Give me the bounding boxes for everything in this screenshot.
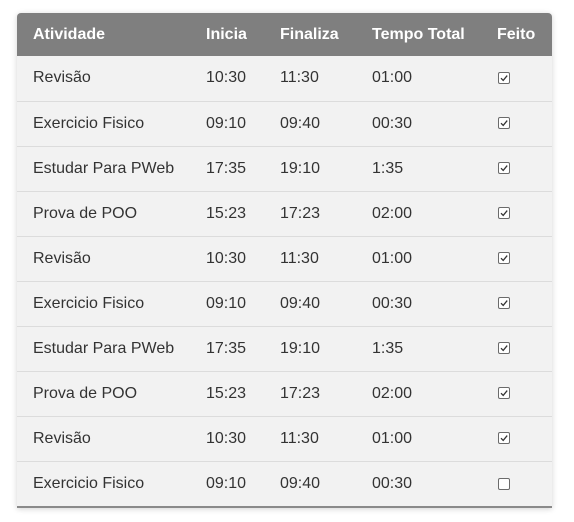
- cell-inicia: 17:35: [206, 159, 247, 177]
- feito-checkbox[interactable]: [498, 117, 510, 130]
- cell-atividade: Prova de POO: [33, 384, 138, 402]
- cell-finaliza: 11:30: [280, 69, 319, 87]
- cell-feito: [497, 416, 552, 461]
- cell-finaliza: 11:30: [280, 429, 319, 447]
- column-header-inicia: Inicia: [206, 25, 247, 43]
- activities-table-card: Atividade Inicia Finaliza Tempo Total Fe…: [17, 13, 552, 508]
- table-row: Revisão 10:30 11:30 01:00: [17, 416, 552, 461]
- cell-feito: [497, 56, 552, 101]
- cell-feito: [497, 461, 552, 506]
- feito-checkbox[interactable]: [498, 387, 510, 400]
- checkmark-icon: [500, 120, 508, 127]
- checkmark-icon: [500, 75, 508, 82]
- cell-inicia: 09:10: [206, 294, 247, 312]
- cell-tempo-total: 00:30: [372, 294, 413, 312]
- checkmark-icon: [500, 390, 508, 397]
- cell-feito: [497, 146, 552, 191]
- cell-atividade: Estudar Para PWeb: [33, 159, 175, 177]
- checkmark-icon: [500, 210, 508, 217]
- table-header: Atividade Inicia Finaliza Tempo Total Fe…: [17, 13, 552, 56]
- cell-finaliza: 11:30: [280, 249, 319, 267]
- cell-tempo-total: 1:35: [372, 159, 404, 177]
- table-row: Estudar Para PWeb 17:35 19:10 1:35: [17, 146, 552, 191]
- cell-inicia: 10:30: [206, 429, 247, 447]
- column-header-feito: Feito: [497, 25, 536, 43]
- activities-table: Atividade Inicia Finaliza Tempo Total Fe…: [17, 13, 552, 506]
- cell-inicia: 15:23: [206, 204, 247, 222]
- cell-feito: [497, 191, 552, 236]
- feito-checkbox[interactable]: [498, 162, 510, 175]
- cell-tempo-total: 02:00: [372, 204, 413, 222]
- cell-tempo-total: 01:00: [372, 249, 413, 267]
- cell-feito: [497, 281, 552, 326]
- cell-inicia: 17:35: [206, 339, 247, 357]
- cell-inicia: 15:23: [206, 384, 247, 402]
- table-row: Exercicio Fisico 09:10 09:40 00:30: [17, 101, 552, 146]
- cell-finaliza: 17:23: [280, 384, 321, 402]
- feito-checkbox[interactable]: [498, 477, 510, 490]
- cell-tempo-total: 00:30: [372, 474, 413, 492]
- cell-atividade: Exercicio Fisico: [33, 474, 145, 492]
- table-row: Prova de POO 15:23 17:23 02:00: [17, 191, 552, 236]
- checkmark-icon: [500, 435, 508, 442]
- cell-tempo-total: 00:30: [372, 114, 413, 132]
- cell-inicia: 09:10: [206, 114, 247, 132]
- cell-tempo-total: 01:00: [372, 429, 413, 447]
- column-header-atividade: Atividade: [33, 25, 106, 43]
- checkmark-icon: [500, 345, 508, 352]
- cell-inicia: 10:30: [206, 249, 247, 267]
- cell-atividade: Exercicio Fisico: [33, 294, 145, 312]
- cell-atividade: Prova de POO: [33, 204, 138, 222]
- cell-atividade: Revisão: [33, 69, 91, 87]
- cell-tempo-total: 01:00: [372, 69, 413, 87]
- cell-atividade: Exercicio Fisico: [33, 114, 145, 132]
- feito-checkbox[interactable]: [498, 252, 510, 265]
- cell-atividade: Revisão: [33, 429, 91, 447]
- column-header-finaliza: Finaliza: [280, 25, 339, 43]
- cell-finaliza: 19:10: [280, 339, 321, 357]
- cell-feito: [497, 236, 552, 281]
- cell-tempo-total: 02:00: [372, 384, 413, 402]
- table-row: Prova de POO 15:23 17:23 02:00: [17, 371, 552, 416]
- feito-checkbox[interactable]: [498, 297, 510, 310]
- column-header-tempo-total: Tempo Total: [372, 25, 465, 43]
- table-header-row: Atividade Inicia Finaliza Tempo Total Fe…: [17, 13, 552, 56]
- cell-finaliza: 17:23: [280, 204, 321, 222]
- cell-inicia: 10:30: [206, 69, 247, 87]
- checkmark-icon: [500, 300, 508, 307]
- table-row: Estudar Para PWeb 17:35 19:10 1:35: [17, 326, 552, 371]
- table-row: Revisão 10:30 11:30 01:00: [17, 56, 552, 101]
- cell-finaliza: 09:40: [280, 114, 321, 132]
- table-row: Revisão 10:30 11:30 01:00: [17, 236, 552, 281]
- cell-finaliza: 09:40: [280, 474, 321, 492]
- feito-checkbox[interactable]: [498, 432, 510, 445]
- cell-finaliza: 19:10: [280, 159, 321, 177]
- table-body: Revisão 10:30 11:30 01:00 Exercicio Fisi…: [17, 56, 552, 506]
- cell-inicia: 09:10: [206, 474, 247, 492]
- cell-finaliza: 09:40: [280, 294, 321, 312]
- cell-atividade: Revisão: [33, 249, 91, 267]
- checkmark-icon: [500, 165, 508, 172]
- cell-tempo-total: 1:35: [372, 339, 404, 357]
- feito-checkbox[interactable]: [498, 72, 510, 85]
- cell-feito: [497, 371, 552, 416]
- feito-checkbox[interactable]: [498, 342, 510, 355]
- table-row: Exercicio Fisico 09:10 09:40 00:30: [17, 281, 552, 326]
- table-row: Exercicio Fisico 09:10 09:40 00:30: [17, 461, 552, 506]
- checkmark-icon: [500, 255, 508, 262]
- feito-checkbox[interactable]: [498, 207, 510, 220]
- cell-atividade: Estudar Para PWeb: [33, 339, 175, 357]
- cell-feito: [497, 326, 552, 371]
- cell-feito: [497, 101, 552, 146]
